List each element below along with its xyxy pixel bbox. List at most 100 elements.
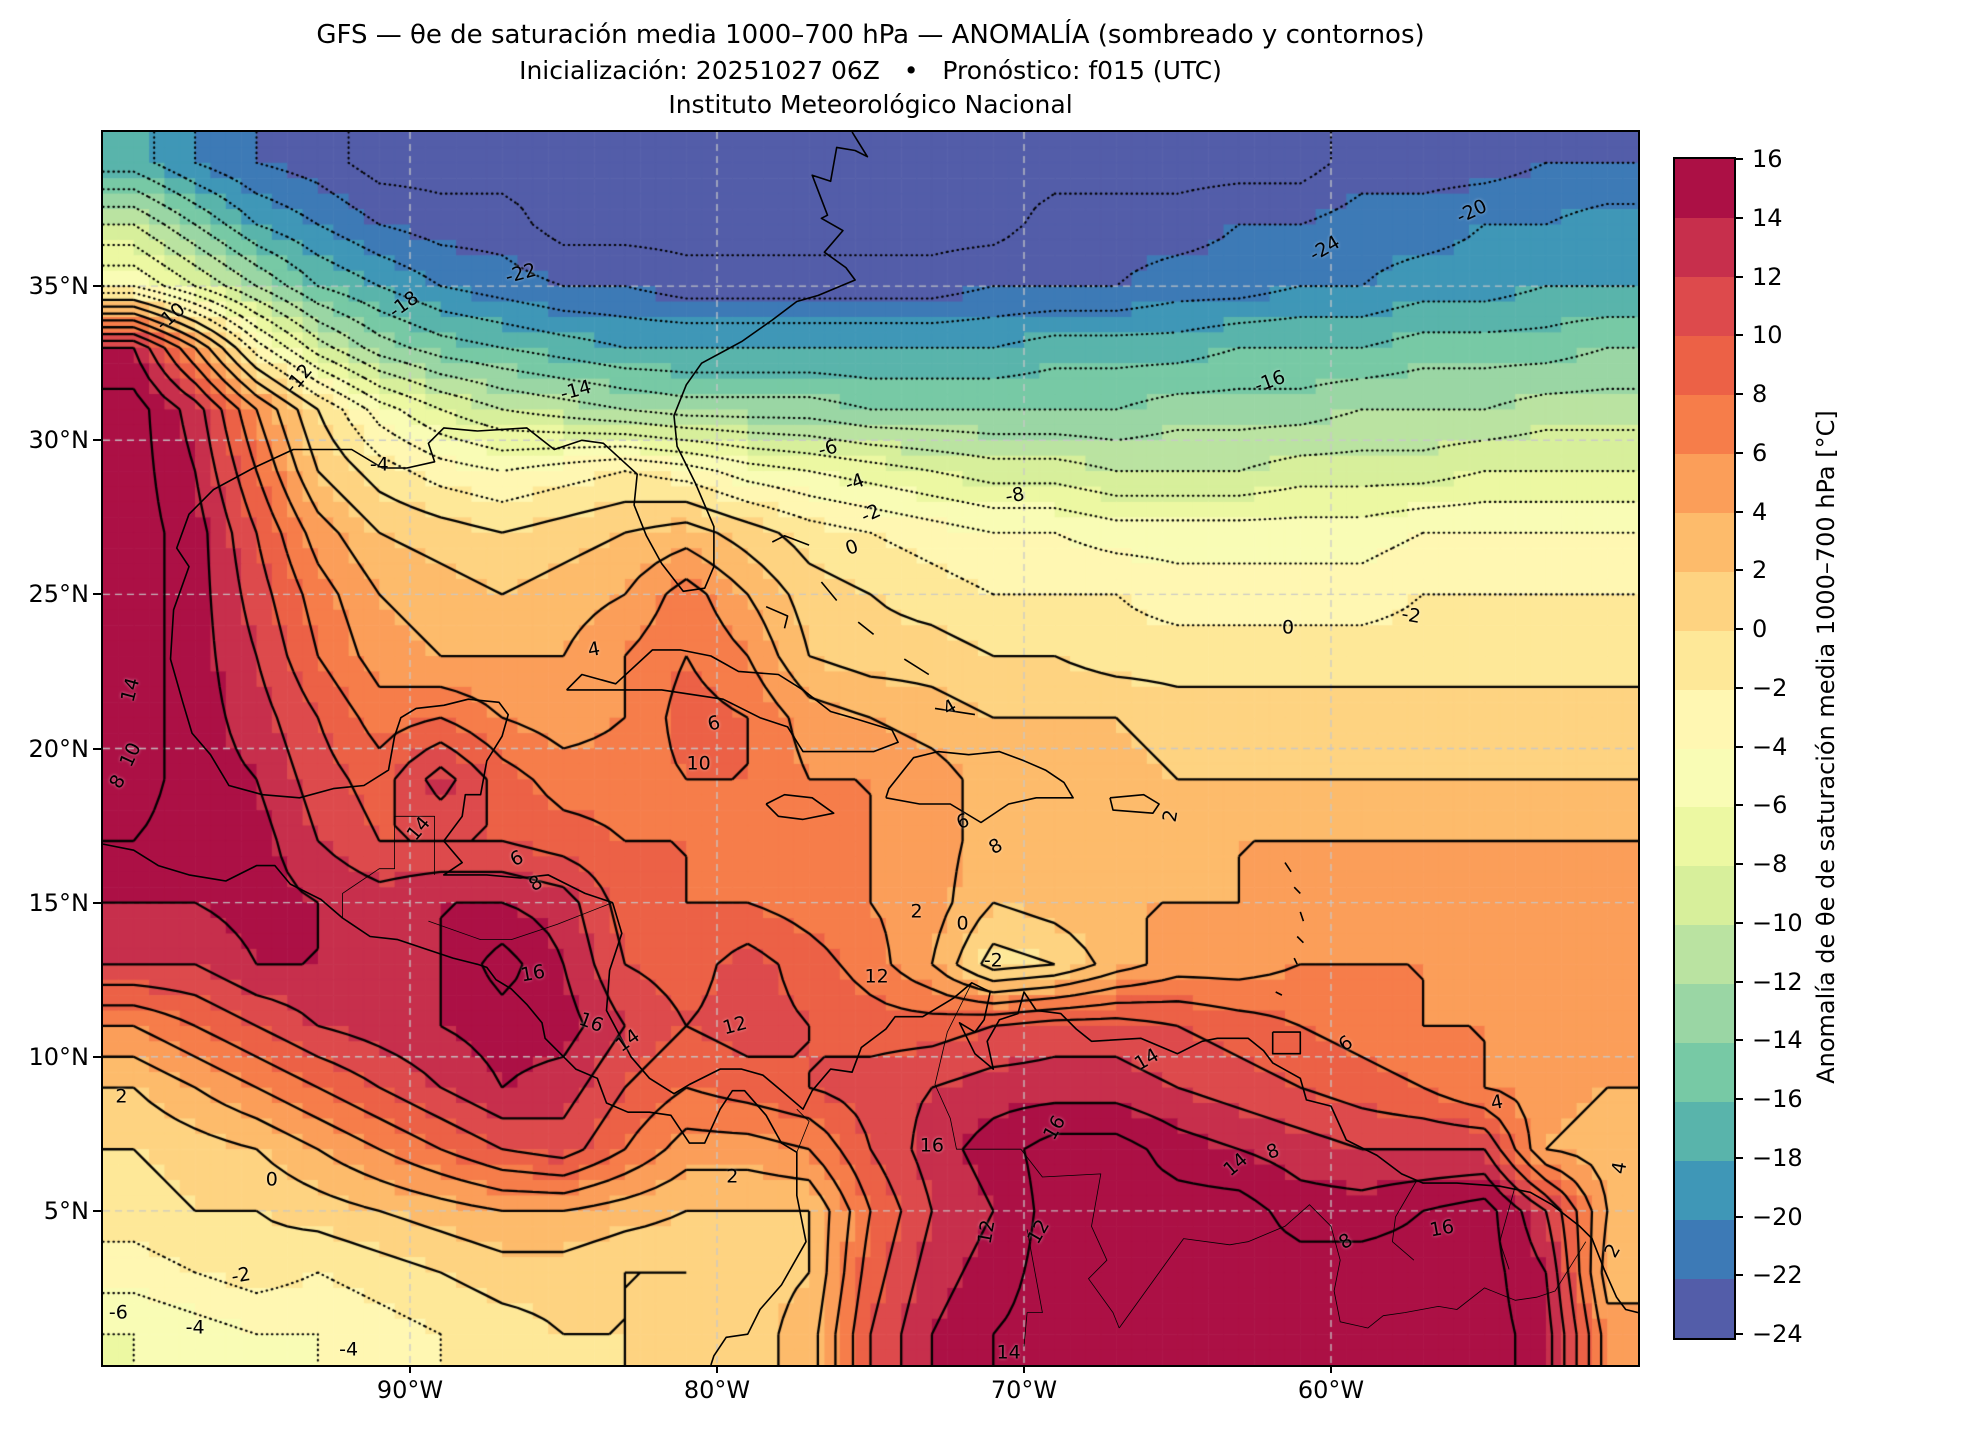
contour-label: -20 — [1453, 195, 1491, 229]
colorbar-tick-label: 14 — [1752, 203, 1783, 232]
colorbar-tick-label: −18 — [1752, 1143, 1803, 1172]
coastline-path — [885, 750, 1074, 824]
y-tick-label: 35°N — [28, 272, 90, 301]
border-path — [1499, 1186, 1516, 1270]
colorbar-tick — [1734, 1274, 1743, 1277]
contour-label: -22 — [502, 258, 539, 288]
coastline-path — [903, 658, 930, 676]
colorbar-tick — [1734, 1215, 1743, 1218]
plot-title-line-1: GFS — θe de saturación media 1000–700 hP… — [316, 20, 1425, 50]
contour-label: 4 — [939, 695, 961, 721]
coastline-path — [1299, 911, 1305, 922]
colorbar-tick — [1734, 686, 1743, 689]
colorbar-tick — [1734, 804, 1743, 807]
colorbar-band — [1675, 394, 1734, 454]
contour-label: 16 — [919, 1134, 944, 1157]
border-path — [1392, 1179, 1418, 1261]
colorbar-band — [1675, 689, 1734, 749]
plot-title-line-2: Inicialización: 20251027 06Z • Pronóstic… — [519, 56, 1222, 85]
contour-label: -14 — [557, 375, 594, 406]
colorbar-band — [1675, 512, 1734, 572]
colorbar-tick-label: 10 — [1752, 321, 1783, 350]
colorbar-tick — [1734, 1039, 1743, 1042]
coastline-path — [765, 605, 789, 629]
plot-title-line-3: Instituto Meteorológico Nacional — [668, 90, 1073, 119]
colorbar-tick-label: −14 — [1752, 1026, 1803, 1055]
contour-label: -2 — [1399, 602, 1423, 628]
contour-label: 12 — [973, 1218, 1000, 1247]
contour-label: -24 — [1305, 231, 1344, 266]
contour-label: -6 — [108, 1301, 128, 1324]
border-path — [1118, 1204, 1587, 1329]
colorbar-band — [1675, 1161, 1734, 1221]
colorbar-tick-label: −4 — [1752, 732, 1788, 761]
colorbar-tick-label: −22 — [1752, 1261, 1803, 1290]
coastline-path — [1284, 862, 1292, 873]
contour-label: 12 — [1023, 1216, 1055, 1249]
border-path — [342, 815, 435, 918]
colorbar-band — [1675, 984, 1734, 1044]
colorbar-tick — [1734, 863, 1743, 865]
colorbar-tick — [1734, 393, 1743, 395]
contour-label: 8 — [1263, 1139, 1282, 1165]
colorbar-band — [1675, 1279, 1734, 1339]
colorbar-band — [1675, 571, 1734, 631]
y-axis-tick — [93, 439, 101, 442]
colorbar-tick — [1734, 158, 1743, 160]
coastline-path — [1293, 957, 1298, 965]
coastline-path — [857, 621, 875, 636]
colorbar-tick — [1734, 510, 1743, 513]
coastline-path — [1271, 1031, 1302, 1055]
colorbar-band — [1675, 276, 1734, 336]
contour-label: 2 — [1600, 1239, 1626, 1262]
colorbar-tick-label: 2 — [1752, 556, 1768, 585]
colorbar-tick-label: −20 — [1752, 1202, 1803, 1231]
contour-label: -2 — [983, 949, 1003, 972]
coastline-path — [765, 793, 835, 821]
colorbar-tick-label: 6 — [1752, 438, 1768, 467]
map-panel: -10 -18 -12 -14 -22 -24 -20 -16 -8 -6 -4 -4 -2 -2 0 0 0-… — [101, 130, 1640, 1367]
contour-label: 4 — [1607, 1159, 1631, 1176]
contour-label: 0 — [265, 1168, 278, 1191]
contour-label: -10 — [151, 298, 190, 335]
border-path — [934, 982, 1120, 1329]
colorbar-tick-label: −10 — [1752, 908, 1803, 937]
x-axis-tick — [716, 1365, 718, 1373]
y-axis-tick — [93, 747, 101, 750]
colorbar-band — [1675, 1220, 1734, 1280]
contour-label: 12 — [720, 1011, 750, 1040]
contour-label: -2 — [857, 499, 884, 528]
colorbar-band — [1675, 748, 1734, 808]
x-tick-label: 80°W — [683, 1376, 751, 1404]
coastline-path — [934, 707, 976, 716]
contour-label: -4 — [369, 453, 389, 476]
colorbar-tick — [1734, 921, 1743, 924]
border-path — [796, 1108, 810, 1153]
contour-label: 0 — [842, 535, 862, 561]
y-axis-tick — [93, 593, 101, 596]
coastline-path — [1296, 935, 1304, 944]
contour-label: 6 — [952, 809, 972, 835]
x-axis-tick — [1330, 1365, 1332, 1373]
contour-label: 14 — [611, 1024, 644, 1057]
colorbar-tick-label: −12 — [1752, 967, 1803, 996]
colorbar-tick — [1734, 216, 1743, 219]
y-tick-label: 10°N — [28, 1042, 90, 1071]
colorbar-band — [1675, 630, 1734, 690]
colorbar-tick — [1734, 1156, 1743, 1159]
contour-label: 14 — [116, 675, 144, 705]
colorbar-tick — [1734, 569, 1743, 572]
colorbar-tick-label: 16 — [1752, 145, 1783, 173]
contour-label: 0 — [956, 912, 969, 935]
contour-label: 6 — [1334, 1031, 1358, 1057]
x-axis-tick — [409, 1365, 411, 1373]
coastline-path — [566, 649, 899, 753]
contour-label: 10 — [115, 738, 146, 771]
y-tick-label: 30°N — [28, 426, 90, 455]
coastline-path — [169, 132, 1638, 1314]
coastline-path — [820, 581, 838, 602]
colorbar-tick — [1734, 745, 1743, 748]
colorbar-tick-label: −16 — [1752, 1085, 1803, 1113]
colorbar-tick — [1734, 451, 1743, 454]
